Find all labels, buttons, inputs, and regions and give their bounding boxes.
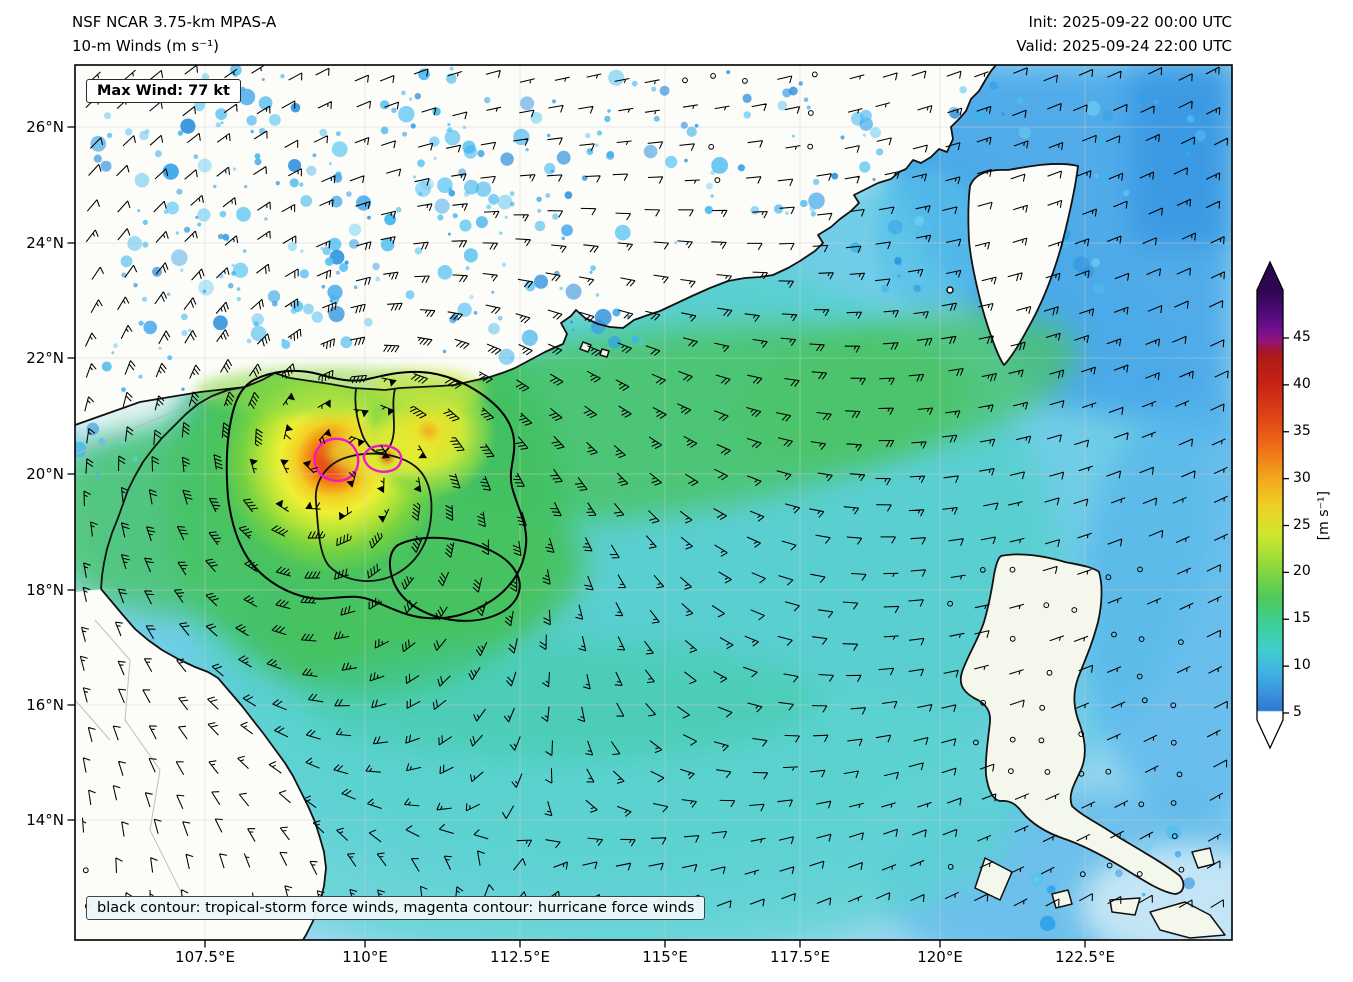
y-axis-tick-label: 26°N [26, 118, 64, 136]
x-axis-tick-label: 112.5°E [490, 948, 550, 966]
coastlines [75, 65, 1226, 940]
gridlines [75, 65, 1232, 940]
x-axis-tick-label: 117.5°E [770, 948, 830, 966]
land-china [75, 65, 996, 425]
wind-field-map [75, 65, 1232, 940]
colorbar-tick-label: 5 [1293, 704, 1302, 720]
x-axis-tick-label: 107.5°E [175, 948, 235, 966]
coastline-leizhou-peninsula [354, 388, 396, 454]
coastline-south-china [75, 65, 997, 426]
land-vietnam [75, 589, 326, 940]
y-axis-tick-label: 20°N [26, 465, 64, 483]
x-axis-tick-label: 120°E [917, 948, 963, 966]
wind-speckles [75, 65, 1206, 932]
island-hainan-outline [314, 452, 433, 582]
colorbar-tick-label: 10 [1293, 657, 1311, 674]
y-axis-tick-label: 16°N [26, 696, 64, 714]
y-axis-tick-label: 22°N [26, 349, 64, 367]
plot-frame [74, 64, 1233, 941]
coastline-vietnam-south [100, 588, 327, 940]
y-axis-tick-label: 14°N [26, 811, 64, 829]
contour-legend-caption: black contour: tropical-storm force wind… [86, 896, 706, 920]
variable-title: 10-m Winds (m s⁻¹) [72, 37, 219, 55]
colorbar-tick-label: 45 [1293, 329, 1311, 345]
init-time: Init: 2025-09-22 00:00 UTC [1028, 13, 1232, 31]
figure-titles: NSF NCAR 3.75-km MPAS-A 10-m Winds (m s⁻… [72, 10, 276, 58]
colorbar-tick-label: 20 [1293, 563, 1311, 580]
y-axis-tick-label: 24°N [26, 234, 64, 252]
colorbar-tick-label: 30 [1293, 469, 1311, 486]
colorbar-tick-label: 15 [1293, 610, 1311, 627]
valid-time: Valid: 2025-09-24 22:00 UTC [1016, 37, 1232, 55]
inland-borders [75, 389, 246, 901]
small-islands [579, 286, 1226, 939]
colorbar-unit-label: [m s⁻¹] [1316, 491, 1332, 541]
colorbar-tick-label: 25 [1293, 516, 1311, 533]
x-axis-tick-label: 115°E [642, 948, 688, 966]
colorbar-bar [1256, 260, 1284, 750]
max-wind-badge: Max Wind: 77 kt [86, 79, 241, 103]
y-axis-tick-label: 18°N [26, 581, 64, 599]
island-taiwan [967, 163, 1079, 366]
hurricane-force-contour [313, 437, 403, 483]
ts-force-contour [225, 369, 528, 622]
colorbar-tick-label: 35 [1293, 422, 1311, 439]
colorbar-tick-label: 40 [1293, 375, 1311, 392]
coastline-gulf-of-tonkin [100, 386, 246, 590]
model-title: NSF NCAR 3.75-km MPAS-A [72, 13, 277, 31]
island-luzon [959, 553, 1185, 895]
x-axis-tick-label: 110°E [342, 948, 388, 966]
x-axis-tick-label: 122.5°E [1055, 948, 1115, 966]
figure-times: Init: 2025-09-22 00:00 UTC Valid: 2025-0… [1016, 10, 1232, 58]
axis-tick-marks [67, 126, 1289, 948]
wind-barbs [79, 65, 1229, 910]
